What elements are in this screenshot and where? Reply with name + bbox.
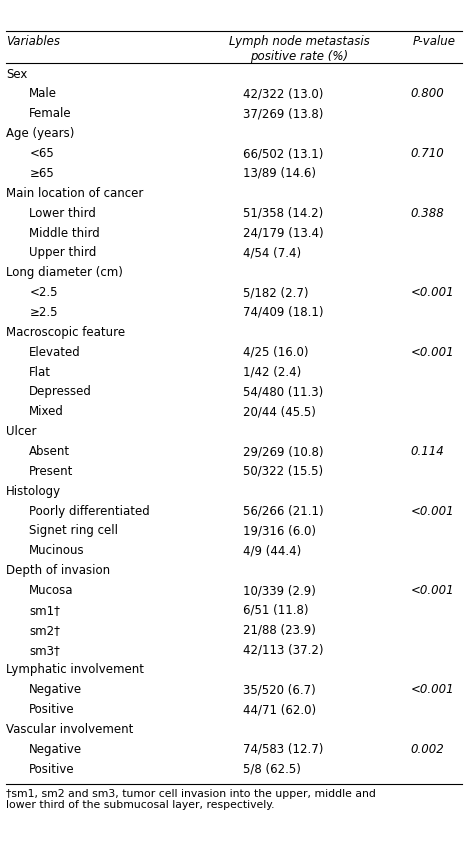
Text: Vascular involvement: Vascular involvement	[6, 723, 133, 736]
Text: <2.5: <2.5	[29, 286, 58, 299]
Text: 13/89 (14.6): 13/89 (14.6)	[243, 167, 316, 180]
Text: 44/71 (62.0): 44/71 (62.0)	[243, 703, 316, 717]
Text: sm2†: sm2†	[29, 624, 60, 636]
Text: Lower third: Lower third	[29, 207, 96, 220]
Text: <0.001: <0.001	[410, 504, 454, 518]
Text: 74/583 (12.7): 74/583 (12.7)	[243, 743, 324, 756]
Text: 42/113 (37.2): 42/113 (37.2)	[243, 643, 324, 657]
Text: 5/8 (62.5): 5/8 (62.5)	[243, 763, 301, 776]
Text: 5/182 (2.7): 5/182 (2.7)	[243, 286, 309, 299]
Text: Mucosa: Mucosa	[29, 584, 74, 597]
Text: 56/266 (21.1): 56/266 (21.1)	[243, 504, 324, 518]
Text: Depressed: Depressed	[29, 385, 92, 399]
Text: Absent: Absent	[29, 445, 71, 458]
Text: Macroscopic feature: Macroscopic feature	[6, 325, 125, 339]
Text: 74/409 (18.1): 74/409 (18.1)	[243, 306, 324, 319]
Text: sm1†: sm1†	[29, 604, 60, 617]
Text: †sm1, sm2 and sm3, tumor cell invasion into the upper, middle and
lower third of: †sm1, sm2 and sm3, tumor cell invasion i…	[6, 789, 376, 810]
Text: 19/316 (6.0): 19/316 (6.0)	[243, 525, 316, 538]
Text: 0.710: 0.710	[410, 147, 444, 160]
Text: Positive: Positive	[29, 703, 75, 717]
Text: Male: Male	[29, 88, 57, 101]
Text: Mucinous: Mucinous	[29, 544, 85, 557]
Text: Negative: Negative	[29, 743, 82, 756]
Text: 24/179 (13.4): 24/179 (13.4)	[243, 227, 324, 239]
Text: Poorly differentiated: Poorly differentiated	[29, 504, 150, 518]
Text: Middle third: Middle third	[29, 227, 100, 239]
Text: <65: <65	[29, 147, 54, 160]
Text: sm3†: sm3†	[29, 643, 60, 657]
Text: 20/44 (45.5): 20/44 (45.5)	[243, 406, 316, 418]
Text: 42/322 (13.0): 42/322 (13.0)	[243, 88, 324, 101]
Text: Positive: Positive	[29, 763, 75, 776]
Text: Elevated: Elevated	[29, 346, 81, 359]
Text: 0.002: 0.002	[410, 743, 444, 756]
Text: 54/480 (11.3): 54/480 (11.3)	[243, 385, 323, 399]
Text: 21/88 (23.9): 21/88 (23.9)	[243, 624, 316, 636]
Text: 50/322 (15.5): 50/322 (15.5)	[243, 465, 323, 478]
Text: 35/520 (6.7): 35/520 (6.7)	[243, 683, 316, 696]
Text: Negative: Negative	[29, 683, 82, 696]
Text: 6/51 (11.8): 6/51 (11.8)	[243, 604, 309, 617]
Text: ≥2.5: ≥2.5	[29, 306, 58, 319]
Text: Variables: Variables	[6, 35, 60, 49]
Text: 4/9 (44.4): 4/9 (44.4)	[243, 544, 301, 557]
Text: Flat: Flat	[29, 366, 51, 378]
Text: 0.800: 0.800	[410, 88, 444, 101]
Text: Ulcer: Ulcer	[6, 425, 36, 438]
Text: 4/54 (7.4): 4/54 (7.4)	[243, 246, 301, 259]
Text: Signet ring cell: Signet ring cell	[29, 525, 118, 538]
Text: Mixed: Mixed	[29, 406, 64, 418]
Text: Present: Present	[29, 465, 73, 478]
Text: <0.001: <0.001	[410, 346, 454, 359]
Text: <0.001: <0.001	[410, 584, 454, 597]
Text: 37/269 (13.8): 37/269 (13.8)	[243, 107, 324, 120]
Text: Upper third: Upper third	[29, 246, 97, 259]
Text: 0.388: 0.388	[410, 207, 444, 220]
Text: 0.114: 0.114	[410, 445, 444, 458]
Text: Long diameter (cm): Long diameter (cm)	[6, 267, 123, 279]
Text: 1/42 (2.4): 1/42 (2.4)	[243, 366, 301, 378]
Text: <0.001: <0.001	[410, 683, 454, 696]
Text: Age (years): Age (years)	[6, 127, 74, 141]
Text: 4/25 (16.0): 4/25 (16.0)	[243, 346, 309, 359]
Text: Lymph node metastasis
positive rate (%): Lymph node metastasis positive rate (%)	[228, 35, 369, 63]
Text: Histology: Histology	[6, 485, 61, 498]
Text: ≥65: ≥65	[29, 167, 54, 180]
Text: P-value: P-value	[412, 35, 456, 49]
Text: Sex: Sex	[6, 67, 27, 81]
Text: 29/269 (10.8): 29/269 (10.8)	[243, 445, 324, 458]
Text: 66/502 (13.1): 66/502 (13.1)	[243, 147, 324, 160]
Text: <0.001: <0.001	[410, 286, 454, 299]
Text: Depth of invasion: Depth of invasion	[6, 564, 110, 577]
Text: Lymphatic involvement: Lymphatic involvement	[6, 664, 144, 676]
Text: 51/358 (14.2): 51/358 (14.2)	[243, 207, 323, 220]
Text: Female: Female	[29, 107, 72, 120]
Text: Main location of cancer: Main location of cancer	[6, 187, 144, 200]
Text: 10/339 (2.9): 10/339 (2.9)	[243, 584, 316, 597]
